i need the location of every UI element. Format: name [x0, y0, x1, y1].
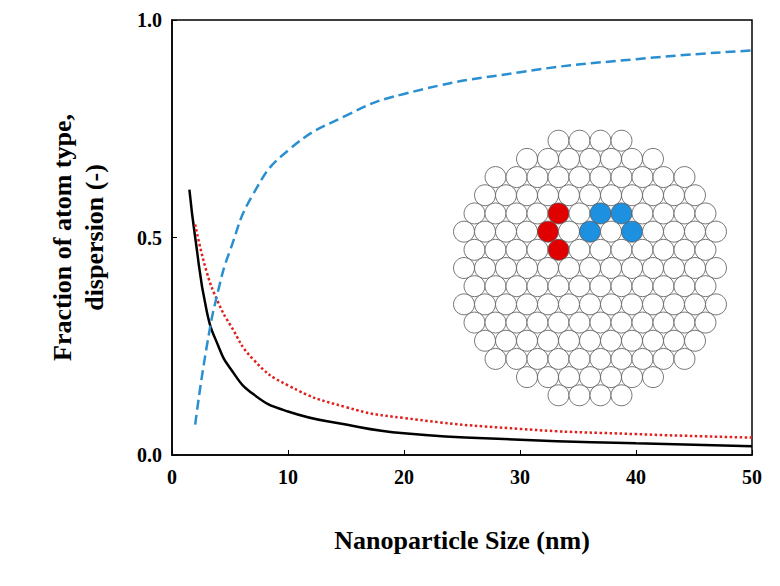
svg-text:Nanoparticle Size (nm): Nanoparticle Size (nm) [334, 526, 590, 555]
svg-text:dispersion (-): dispersion (-) [80, 164, 109, 311]
svg-text:40: 40 [626, 466, 646, 488]
svg-text:50: 50 [742, 466, 762, 488]
svg-text:Fraction of atom type,: Fraction of atom type, [48, 114, 77, 361]
svg-text:1.0: 1.0 [137, 9, 162, 31]
svg-text:20: 20 [394, 466, 414, 488]
svg-text:0: 0 [167, 466, 177, 488]
svg-text:0.0: 0.0 [137, 444, 162, 466]
svg-text:10: 10 [278, 466, 298, 488]
svg-text:30: 30 [510, 466, 530, 488]
svg-text:0.5: 0.5 [137, 227, 162, 249]
